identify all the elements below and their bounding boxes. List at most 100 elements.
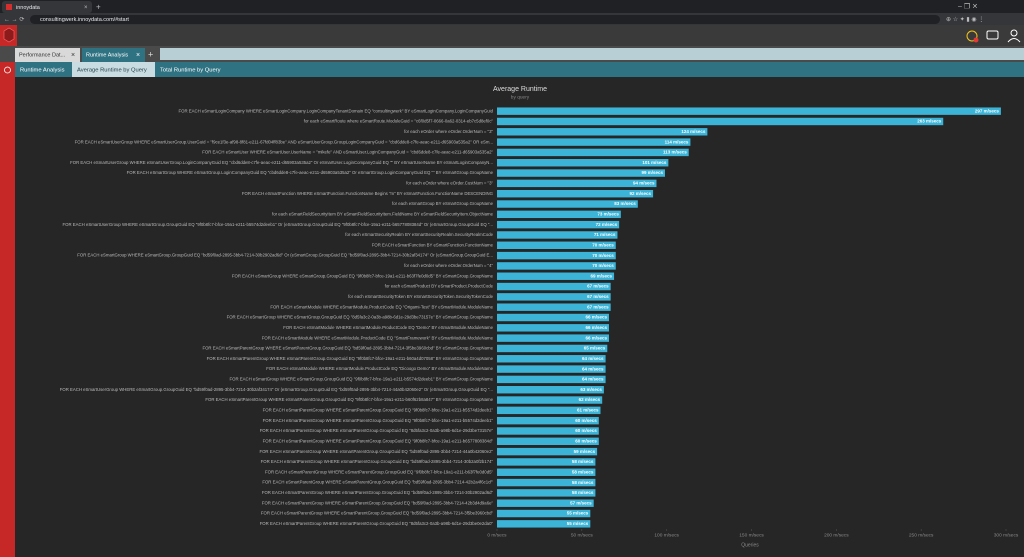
- bar: [497, 355, 606, 363]
- data-label: 69 m/secs: [591, 273, 613, 278]
- bar: [497, 324, 609, 332]
- data-label: 58 m/secs: [572, 480, 594, 485]
- y-tick-label: FOR EACH eSmartUser WHERE eSmartUser.Use…: [202, 150, 493, 155]
- address-bar[interactable]: [30, 15, 940, 24]
- chart: Average Runtime by query Queries 0 m/sec…: [60, 86, 1019, 548]
- data-label: 67 m/secs: [587, 284, 609, 289]
- x-tick-label: 250 m/secs: [909, 532, 934, 538]
- bar: [497, 117, 944, 126]
- data-label: 67 m/secs: [587, 304, 609, 309]
- subtab-bar: [15, 62, 1024, 77]
- data-label: 73 m/secs: [597, 212, 619, 217]
- browser-icons[interactable]: ⊕ ☆ ✦ ▮ ◉ ⋮: [946, 16, 984, 23]
- y-tick-label: for each eOrder where eOrder.CustNum = "…: [406, 181, 493, 186]
- data-label: 99 m/secs: [641, 170, 663, 175]
- data-label: 62 m/secs: [579, 397, 601, 402]
- y-tick-label: FOR EACH eSmartParentGroup WHERE eSmartP…: [260, 428, 494, 433]
- y-tick-label: FOR EACH eSmartParentGroup WHERE eSmartP…: [262, 500, 494, 505]
- y-tick-label: FOR EACH eSmartParentGroup WHERE eSmartP…: [259, 449, 493, 454]
- y-tick-label: FOR EACH eSmartModule WHERE eSmartModule…: [262, 335, 494, 340]
- bar: [497, 303, 611, 311]
- data-label: 66 m/secs: [585, 315, 607, 320]
- subtab-active[interactable]: [72, 62, 155, 77]
- tab-close[interactable]: ×: [71, 52, 75, 59]
- data-label: 55 m/secs: [567, 511, 589, 516]
- data-label: 61 m/secs: [577, 408, 599, 413]
- data-label: 94 m/secs: [633, 181, 655, 186]
- y-tick-label: for each eSmartSecurityToken BY eSmartSe…: [348, 294, 493, 299]
- chart-subtitle: by query: [511, 94, 530, 100]
- bar: [497, 200, 638, 208]
- bar: [497, 128, 708, 136]
- y-tick-label: FOR EACH eSmartParentGroup WHERE eSmartP…: [202, 346, 493, 351]
- data-label: 63 m/secs: [580, 387, 602, 392]
- app-tab-active[interactable]: [82, 48, 145, 62]
- y-tick-label: FOR EACH eSmartLoginCompany WHERE eSmart…: [179, 108, 494, 113]
- y-tick-label: FOR EACH eSmartParentGroup WHERE eSmartP…: [205, 397, 493, 402]
- data-label: 101 m/secs: [642, 160, 667, 165]
- bar: [497, 478, 596, 487]
- x-tick-label: 200 m/secs: [824, 532, 849, 538]
- tab-close[interactable]: ×: [136, 52, 140, 59]
- user-icon-body: [1007, 38, 1021, 43]
- x-tick-label: 150 m/secs: [739, 532, 764, 538]
- new-tab[interactable]: +: [96, 3, 101, 12]
- app-logo[interactable]: [3, 27, 15, 43]
- y-tick-label: FOR EACH eSmartParentGroup WHERE eSmartP…: [262, 480, 493, 485]
- data-label: 297 m/secs: [975, 108, 1000, 113]
- bar: [497, 179, 657, 188]
- bar: [497, 272, 615, 280]
- bar: [497, 344, 608, 353]
- sidebar-icon[interactable]: [4, 66, 11, 74]
- data-label: 124 m/secs: [681, 129, 706, 134]
- data-label: 55 m/secs: [567, 521, 589, 526]
- data-label: 263 m/secs: [917, 119, 942, 124]
- y-tick-label: FOR EACH eSmartGroup WHERE eSmartGroup.G…: [227, 315, 494, 320]
- chat-icon[interactable]: [986, 30, 999, 40]
- browser-tab[interactable]: [2, 1, 92, 13]
- subtab[interactable]: Total Runtime by Query: [160, 68, 221, 74]
- x-tick-label: 0 m/secs: [487, 532, 507, 538]
- app-header: [0, 25, 1024, 46]
- y-tick-label: FOR EACH eSmartModule WHERE eSmartModule…: [283, 325, 493, 330]
- data-label: 66 m/secs: [585, 325, 607, 330]
- bar: [497, 406, 601, 415]
- data-label: 70 m/secs: [592, 242, 614, 247]
- add-tab[interactable]: +: [148, 49, 153, 59]
- bar: [497, 375, 606, 384]
- data-label: 60 m/secs: [575, 418, 597, 423]
- x-axis-label: Queries: [741, 542, 759, 548]
- bar: [497, 210, 621, 219]
- subtab[interactable]: Runtime Analysis: [20, 68, 65, 74]
- bar: [497, 241, 616, 249]
- tab-close[interactable]: ×: [84, 5, 88, 11]
- y-tick-label: FOR EACH eSmartUserGroup WHERE eSmartGro…: [60, 387, 493, 392]
- tab-strip: [0, 0, 1024, 13]
- y-tick-label: for each eSmartRoute where eSmartRoute.M…: [304, 119, 494, 124]
- app-tab[interactable]: [15, 48, 80, 62]
- bar: [497, 416, 599, 425]
- data-label: 60 m/secs: [575, 428, 597, 433]
- bar: [497, 334, 609, 342]
- bar: [497, 447, 598, 456]
- data-label: 83 m/secs: [614, 201, 636, 206]
- data-label: 70 m/secs: [592, 253, 614, 258]
- y-tick-label: FOR EACH eSmartModule WHERE eSmartModule…: [270, 304, 493, 309]
- tab-bar-fill: [160, 48, 1024, 60]
- nav-buttons[interactable]: ← → ⟳: [4, 17, 24, 23]
- bar: [497, 396, 603, 404]
- bar: [497, 499, 594, 507]
- bar: [497, 220, 620, 229]
- bar: [497, 386, 604, 394]
- data-label: 72 m/secs: [596, 222, 618, 227]
- user-icon[interactable]: [1010, 29, 1018, 37]
- window-controls[interactable]: – ❐ ✕: [958, 2, 978, 10]
- y-tick-label: FOR EACH eSmartParentGroup WHERE eSmartP…: [265, 469, 493, 474]
- y-tick-label: FOR EACH eSmartGroup WHERE eSmartGroup.G…: [230, 377, 494, 382]
- data-label: 67 m/secs: [587, 294, 609, 299]
- data-label: 92 m/secs: [630, 191, 652, 196]
- notification-icon[interactable]: [966, 30, 978, 42]
- subtab[interactable]: Average Runtime by Query: [77, 68, 147, 74]
- app-tab-label: Performance Dat...: [19, 52, 66, 58]
